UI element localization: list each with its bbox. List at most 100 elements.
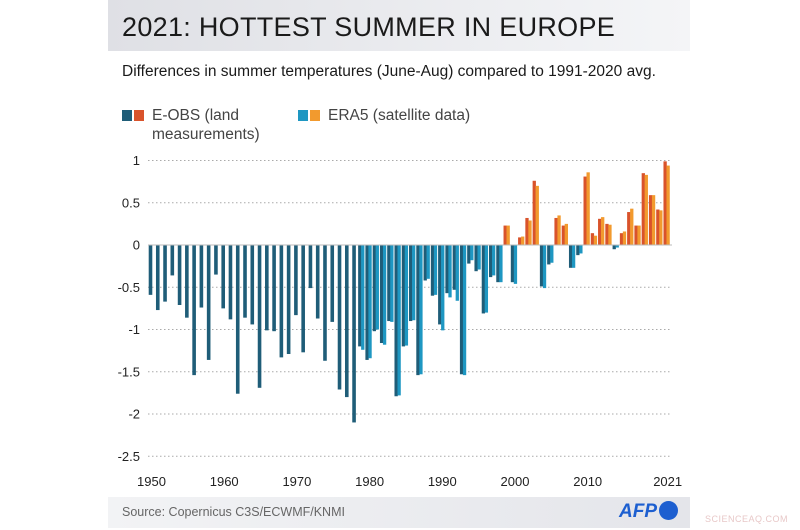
bar-eobs-1965 xyxy=(257,245,262,388)
bar-era5-2019 xyxy=(651,195,656,245)
bar-eobs-1989 xyxy=(430,245,435,296)
y-tick-label: -2 xyxy=(128,407,140,422)
bar-era5-1990 xyxy=(441,245,445,331)
bar-era5-2003 xyxy=(535,185,539,245)
bar-eobs-1986 xyxy=(409,245,413,322)
bar-eobs-1967 xyxy=(272,245,276,332)
bar-era5-1992 xyxy=(455,245,459,301)
bar-era5-2018 xyxy=(644,174,648,245)
afp-logo: AFP xyxy=(619,501,678,523)
bar-eobs-1963 xyxy=(243,245,247,318)
y-tick-label: -0.5 xyxy=(118,280,140,295)
bar-eobs-1975 xyxy=(330,245,335,322)
y-tick-label: 1 xyxy=(133,153,140,168)
x-tick-label: 1990 xyxy=(428,474,457,489)
bar-eobs-2020 xyxy=(656,209,660,245)
bar-eobs-1999 xyxy=(503,225,507,245)
bar-eobs-1953 xyxy=(170,245,175,276)
legend-swatch-eobs-neg xyxy=(122,110,132,121)
bar-eobs-1955 xyxy=(185,245,189,318)
bar-eobs-2018 xyxy=(641,173,645,245)
legend-label-eobs: E-OBS (land measurements) xyxy=(152,107,260,143)
bar-era5-1994 xyxy=(470,245,474,261)
bar-era5-1996 xyxy=(484,245,489,313)
x-tick-label: 2010 xyxy=(573,474,602,489)
bar-era5-2000 xyxy=(513,245,518,284)
bar-era5-1993 xyxy=(462,245,467,376)
bar-era5-2011 xyxy=(593,235,598,245)
bar-eobs-2000 xyxy=(510,245,515,283)
bar-eobs-1960 xyxy=(221,245,225,309)
chart-subtitle: Differences in summer temperatures (June… xyxy=(122,63,656,80)
bar-era5-2010 xyxy=(586,172,590,245)
bar-eobs-2006 xyxy=(554,217,558,245)
bar-eobs-1971 xyxy=(301,245,305,353)
bar-eobs-1958 xyxy=(206,245,211,360)
bar-eobs-2014 xyxy=(612,245,616,250)
source-note: Source: Copernicus C3S/ECWMF/KNMI xyxy=(122,505,345,519)
bar-eobs-1952 xyxy=(163,245,167,302)
watermark: SCIENCEAQ.COM xyxy=(704,514,788,524)
bar-eobs-1988 xyxy=(423,245,427,281)
bar-era5-1984 xyxy=(397,245,401,396)
bar-eobs-1961 xyxy=(228,245,233,320)
bar-eobs-1985 xyxy=(401,245,406,347)
bar-eobs-1980 xyxy=(365,245,369,360)
bar-eobs-1959 xyxy=(214,245,218,275)
bar-era5-2007 xyxy=(564,223,568,245)
bar-era5-1997 xyxy=(491,245,496,276)
legend-swatch-era5-neg xyxy=(298,110,308,121)
bar-era5-1985 xyxy=(404,245,409,346)
x-tick-label: 2000 xyxy=(501,474,530,489)
y-tick-label: -1 xyxy=(128,322,140,337)
bar-eobs-2007 xyxy=(561,225,565,245)
y-tick-label: -1.5 xyxy=(118,364,140,379)
bar-era5-2008 xyxy=(571,245,576,268)
bar-eobs-1962 xyxy=(235,245,240,394)
bar-eobs-1998 xyxy=(496,245,500,283)
bar-eobs-1990 xyxy=(438,245,442,325)
bar-eobs-2013 xyxy=(605,223,609,245)
bar-era5-2012 xyxy=(601,217,605,245)
title-bar: 2021: HOTTEST SUMMER IN EUROPE xyxy=(108,0,690,51)
bar-eobs-1976 xyxy=(337,245,342,390)
bar-era5-2020 xyxy=(659,210,663,245)
bar-eobs-1970 xyxy=(294,245,298,316)
bar-eobs-1972 xyxy=(308,245,313,289)
footer-bar: Source: Copernicus C3S/ECWMF/KNMI AFP xyxy=(108,497,690,528)
bar-era5-1986 xyxy=(412,245,416,321)
legend-label-era5: ERA5 (satellite data) xyxy=(328,107,471,124)
x-tick-label: 2021 xyxy=(653,474,682,489)
bar-era5-1983 xyxy=(390,245,394,322)
bar-era5-2015 xyxy=(622,231,627,245)
bar-era5-2006 xyxy=(557,215,561,245)
x-tick-label: 1950 xyxy=(137,474,166,489)
bar-era5-1995 xyxy=(477,245,481,270)
bar-eobs-2019 xyxy=(648,195,653,245)
bar-eobs-2001 xyxy=(518,237,522,245)
bar-eobs-1968 xyxy=(279,245,284,358)
bar-era5-2001 xyxy=(521,236,525,245)
legend-swatch-era5-pos xyxy=(310,110,320,121)
bar-era5-2009 xyxy=(579,245,583,254)
bar-era5-2021 xyxy=(666,165,670,245)
bar-eobs-2011 xyxy=(590,233,595,245)
bar-eobs-1984 xyxy=(394,245,398,397)
bar-eobs-2008 xyxy=(568,245,573,268)
bar-era5-2002 xyxy=(528,220,532,245)
x-tick-label: 1960 xyxy=(210,474,239,489)
bar-eobs-2021 xyxy=(663,161,667,245)
bar-eobs-2003 xyxy=(532,180,536,245)
bar-eobs-2002 xyxy=(525,217,529,245)
bar-eobs-1973 xyxy=(315,245,320,319)
bar-eobs-2017 xyxy=(634,225,638,245)
y-tick-label: 0 xyxy=(133,238,140,253)
bar-eobs-1951 xyxy=(155,245,160,311)
bar-eobs-1981 xyxy=(372,245,376,332)
bar-era5-1999 xyxy=(506,225,510,245)
bar-eobs-2004 xyxy=(539,245,544,287)
bar-eobs-1996 xyxy=(481,245,486,314)
bar-era5-2017 xyxy=(637,225,641,245)
